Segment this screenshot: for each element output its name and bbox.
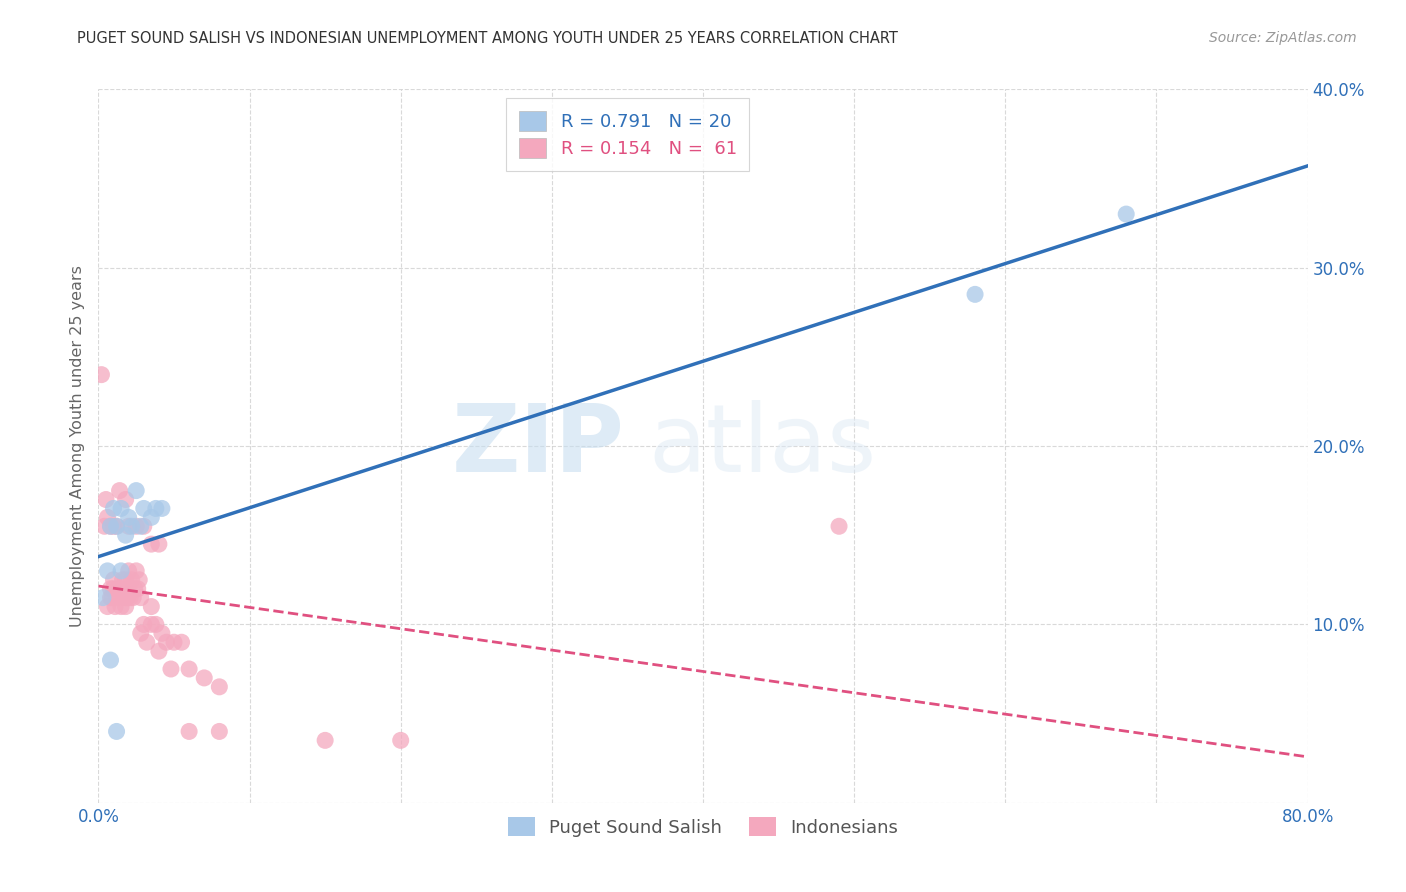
- Point: [101, 591, 124, 605]
- Point: [150, 626, 173, 640]
- Point: [114, 528, 136, 542]
- Point: [104, 599, 127, 614]
- Point: [141, 599, 163, 614]
- Point: [103, 519, 125, 533]
- Point: [93, 519, 115, 533]
- Point: [208, 680, 231, 694]
- Point: [111, 573, 134, 587]
- Point: [100, 653, 122, 667]
- Point: [114, 599, 136, 614]
- Point: [103, 501, 125, 516]
- Point: [103, 582, 125, 596]
- Point: [128, 573, 150, 587]
- Point: [155, 635, 177, 649]
- Point: [118, 564, 141, 578]
- Point: [110, 582, 132, 596]
- Point: [179, 662, 201, 676]
- Point: [100, 591, 122, 605]
- Point: [148, 644, 170, 658]
- Point: [96, 599, 118, 614]
- Point: [129, 626, 152, 640]
- Point: [1115, 207, 1137, 221]
- Text: atlas: atlas: [648, 400, 877, 492]
- Point: [118, 519, 141, 533]
- Text: Source: ZipAtlas.com: Source: ZipAtlas.com: [1209, 31, 1357, 45]
- Point: [160, 662, 183, 676]
- Point: [208, 724, 231, 739]
- Point: [107, 582, 129, 596]
- Point: [118, 510, 141, 524]
- Point: [125, 519, 148, 533]
- Point: [120, 591, 142, 605]
- Point: [114, 573, 136, 587]
- Text: ZIP: ZIP: [451, 400, 624, 492]
- Point: [118, 582, 141, 596]
- Point: [105, 519, 128, 533]
- Point: [124, 582, 146, 596]
- Point: [90, 368, 112, 382]
- Point: [96, 510, 118, 524]
- Point: [100, 582, 122, 596]
- Point: [121, 519, 143, 533]
- Point: [122, 591, 145, 605]
- Point: [145, 617, 167, 632]
- Point: [121, 573, 143, 587]
- Point: [314, 733, 336, 747]
- Point: [110, 501, 132, 516]
- Point: [115, 591, 138, 605]
- Point: [193, 671, 215, 685]
- Point: [94, 492, 117, 507]
- Point: [145, 501, 167, 516]
- Point: [100, 519, 122, 533]
- Point: [112, 591, 135, 605]
- Point: [108, 483, 131, 498]
- Point: [163, 635, 186, 649]
- Point: [129, 519, 152, 533]
- Point: [179, 724, 201, 739]
- Point: [150, 501, 173, 516]
- Point: [135, 635, 157, 649]
- Point: [110, 564, 132, 578]
- Point: [389, 733, 412, 747]
- Point: [125, 564, 148, 578]
- Point: [965, 287, 987, 301]
- Point: [828, 519, 851, 533]
- Y-axis label: Unemployment Among Youth under 25 years: Unemployment Among Youth under 25 years: [69, 265, 84, 627]
- Point: [129, 591, 152, 605]
- Point: [100, 519, 122, 533]
- Point: [170, 635, 193, 649]
- Point: [108, 582, 131, 596]
- Point: [141, 617, 163, 632]
- Point: [110, 599, 132, 614]
- Point: [114, 492, 136, 507]
- Point: [132, 617, 155, 632]
- Point: [96, 564, 118, 578]
- Point: [105, 724, 128, 739]
- Point: [105, 519, 128, 533]
- Point: [103, 573, 125, 587]
- Point: [127, 582, 149, 596]
- Point: [132, 519, 155, 533]
- Point: [132, 501, 155, 516]
- Point: [91, 591, 114, 605]
- Point: [125, 483, 148, 498]
- Point: [141, 510, 163, 524]
- Point: [141, 537, 163, 551]
- Point: [105, 591, 128, 605]
- Text: PUGET SOUND SALISH VS INDONESIAN UNEMPLOYMENT AMONG YOUTH UNDER 25 YEARS CORRELA: PUGET SOUND SALISH VS INDONESIAN UNEMPLO…: [77, 31, 898, 46]
- Point: [148, 537, 170, 551]
- Legend: Puget Sound Salish, Indonesians: Puget Sound Salish, Indonesians: [501, 809, 905, 844]
